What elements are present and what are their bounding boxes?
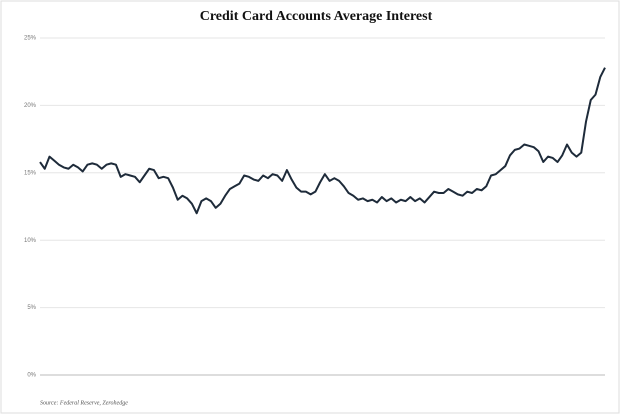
data-line bbox=[39, 67, 606, 215]
y-tick-label: 5% bbox=[27, 305, 36, 311]
source-note: Source: Federal Reserve, Zerohedge bbox=[40, 400, 128, 406]
y-tick-label: 10% bbox=[24, 238, 37, 244]
chart-title: Credit Card Accounts Average Interest bbox=[200, 9, 433, 24]
y-tick-label: 0% bbox=[27, 373, 36, 379]
y-tick-label: 25% bbox=[24, 36, 37, 42]
y-tick-label: 20% bbox=[24, 103, 37, 109]
y-tick-label: 15% bbox=[24, 170, 37, 176]
